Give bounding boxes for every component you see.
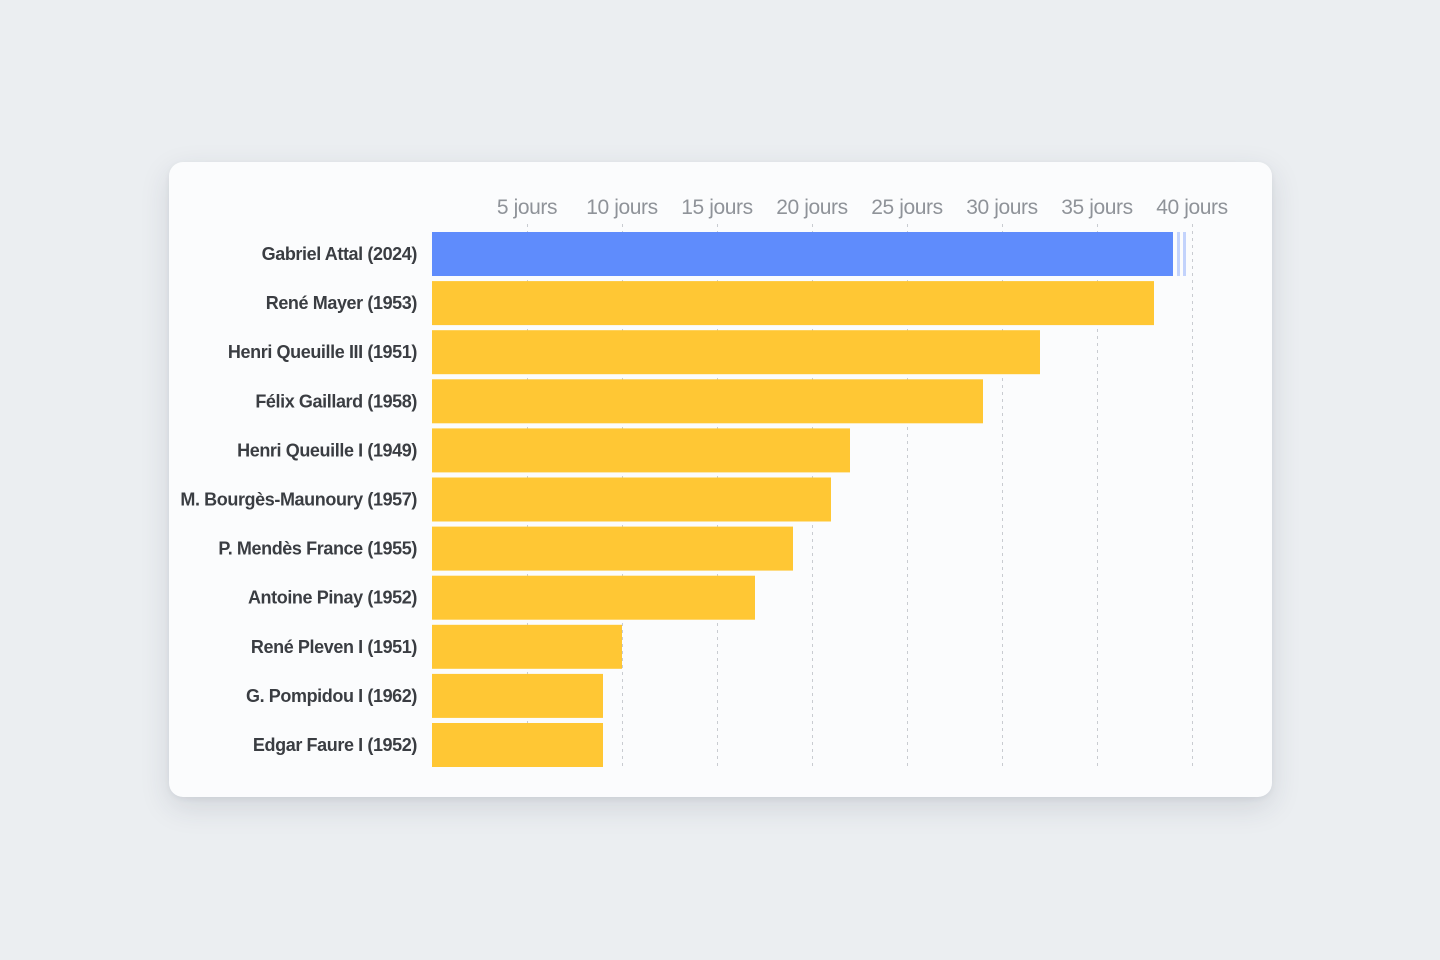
bar-chart: 5 jours 10 jours 15 jours 20 jours 25 jours 3… <box>180 196 1228 767</box>
bar-9 <box>432 624 622 669</box>
x-tick-label-5: 5 jours <box>497 196 557 219</box>
category-label-1: Gabriel Attal (2024) <box>262 244 418 264</box>
chart-card: 5 jours 10 jours 15 jours 20 jours 25 jours 3… <box>169 162 1272 797</box>
bar-10 <box>432 673 603 718</box>
category-label-5: Henri Queuille I (1949) <box>237 440 417 460</box>
bar-7 <box>432 526 793 571</box>
category-label-9: René Pleven I (1951) <box>251 637 417 657</box>
category-labels: Gabriel Attal (2024) René Mayer (1953) Hen… <box>180 244 417 755</box>
bar-4 <box>432 379 983 424</box>
x-tick-label-30: 30 jours <box>966 196 1038 219</box>
x-tick-label-35: 35 jours <box>1061 196 1133 219</box>
category-label-10: G. Pompidou I (1962) <box>246 686 417 706</box>
x-tick-label-40: 40 jours <box>1156 196 1228 219</box>
bar-trail-2 <box>1183 232 1186 276</box>
category-label-11: Edgar Faure I (1952) <box>253 735 417 755</box>
bar-trail-1 <box>1177 232 1180 276</box>
bar-3 <box>432 330 1040 375</box>
bar-8 <box>432 575 755 620</box>
category-label-3: Henri Queuille III (1951) <box>228 342 417 362</box>
category-label-6: M. Bourgès-Maunoury (1957) <box>180 490 417 510</box>
x-tick-label-25: 25 jours <box>871 196 943 219</box>
category-label-8: Antoine Pinay (1952) <box>248 588 417 608</box>
bar-2 <box>432 281 1154 326</box>
x-axis-ticks: 5 jours 10 jours 15 jours 20 jours 25 jours 3… <box>497 196 1228 219</box>
x-tick-label-20: 20 jours <box>776 196 848 219</box>
bars <box>432 232 1186 767</box>
category-label-4: Félix Gaillard (1958) <box>255 391 417 411</box>
x-tick-label-10: 10 jours <box>586 196 658 219</box>
bar-11 <box>432 723 603 767</box>
category-label-7: P. Mendès France (1955) <box>218 539 417 559</box>
x-tick-label-15: 15 jours <box>681 196 753 219</box>
bar-5 <box>432 428 850 473</box>
bar-1 <box>432 232 1173 276</box>
category-label-2: René Mayer (1953) <box>266 293 418 313</box>
bar-6 <box>432 477 831 522</box>
